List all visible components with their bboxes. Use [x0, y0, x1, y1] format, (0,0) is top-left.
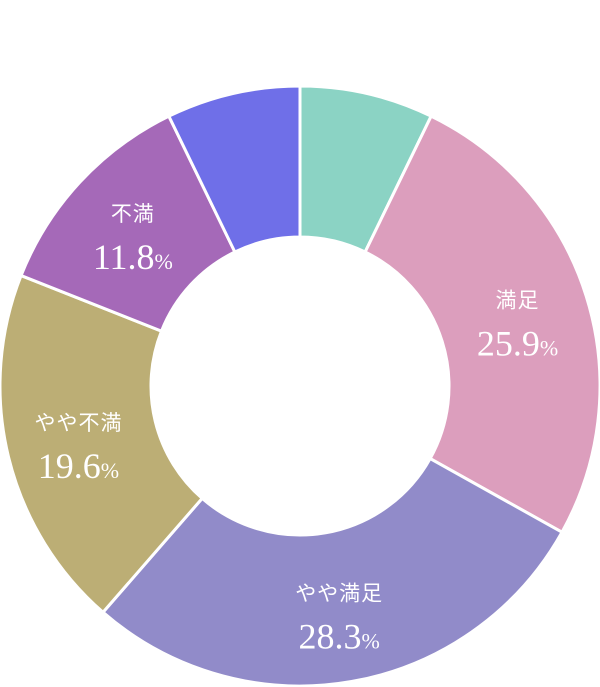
donut-slices [0, 84, 600, 687]
slice-name-label: やや満足 [295, 582, 383, 606]
donut-slice-5 [166, 84, 302, 254]
donut-slice-4 [19, 114, 237, 334]
slice-value-label: 19.6% [38, 446, 119, 486]
slice-labels: 満足 25.9% やや満足 28.3% やや不満 19.6% 不満 11.8% [34, 202, 558, 657]
slice-value-unit: % [101, 458, 119, 483]
slice-name-label: 満足 [495, 289, 539, 313]
donut-slice-2 [100, 456, 565, 687]
donut-slice-1 [363, 114, 600, 535]
donut-slice-3 [0, 273, 205, 615]
slice-value-number: 11.8 [93, 237, 155, 277]
slice-value-label: 28.3% [299, 617, 380, 657]
slice-value-unit: % [540, 336, 558, 361]
slice-value-label: 25.9% [477, 324, 558, 364]
slice-value-unit: % [362, 629, 380, 654]
slice-value-number: 28.3 [299, 617, 362, 657]
slice-value-number: 19.6 [38, 446, 101, 486]
slice-value-label: 11.8% [93, 237, 173, 277]
slice-name-label: 不満 [111, 202, 155, 226]
slice-value-number: 25.9 [477, 324, 540, 364]
slice-value-unit: % [154, 249, 172, 274]
slice-name-label: やや不満 [34, 411, 122, 435]
